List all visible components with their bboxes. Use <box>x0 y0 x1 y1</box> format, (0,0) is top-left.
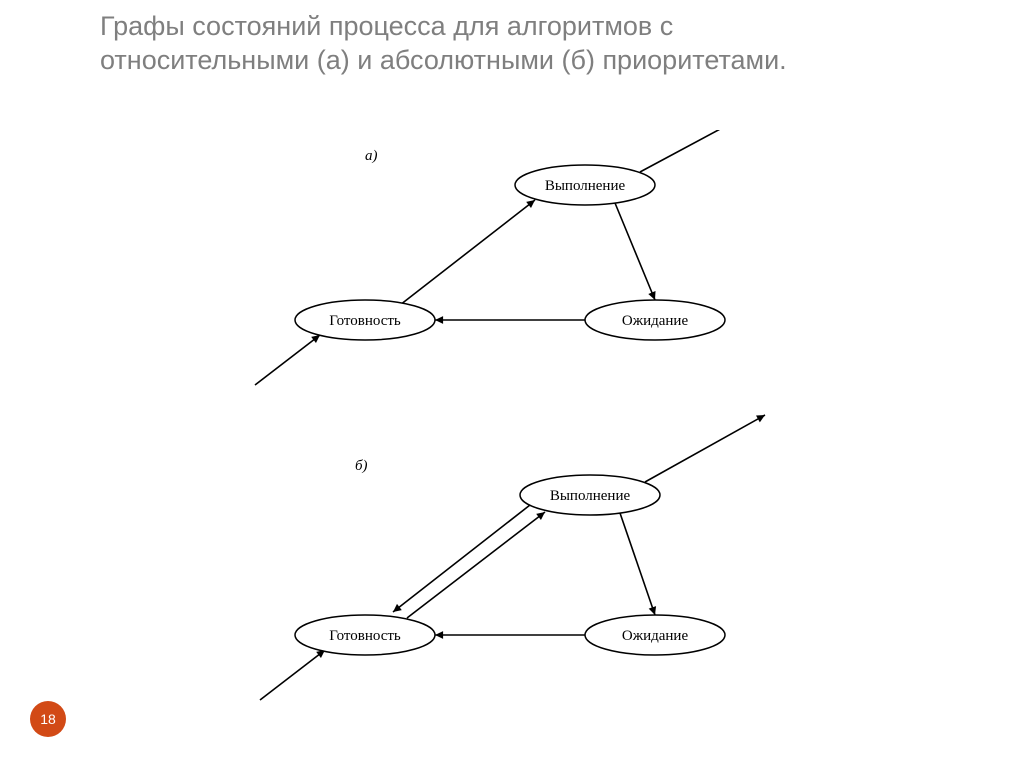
state-node: Ожидание <box>585 300 725 340</box>
state-node-label: Ожидание <box>622 313 689 329</box>
state-graph: б) Выполнение Готовность Ожидание <box>260 415 765 700</box>
state-node-label: Готовность <box>329 313 401 329</box>
state-graph-svg: а) Выполнение Готовность Ожидание б) Выполнен… <box>225 130 815 730</box>
page-number: 18 <box>40 711 56 727</box>
page-number-badge: 18 <box>30 701 66 737</box>
diagram-label: б) <box>355 458 368 474</box>
state-node: Готовность <box>295 615 435 655</box>
state-node: Готовность <box>295 300 435 340</box>
state-node-label: Ожидание <box>622 628 689 644</box>
state-graph: а) Выполнение Готовность Ожидание <box>255 130 765 385</box>
diagram-label: а) <box>365 148 378 164</box>
state-node: Выполнение <box>515 165 655 205</box>
slide-title: Графы состояний процесса для алгоритмов … <box>100 10 860 78</box>
state-node: Выполнение <box>520 475 660 515</box>
state-node-label: Выполнение <box>545 178 626 194</box>
state-node-label: Выполнение <box>550 488 631 504</box>
diagram-area: а) Выполнение Готовность Ожидание б) Выполнен… <box>225 130 815 730</box>
state-node-label: Готовность <box>329 628 401 644</box>
state-node: Ожидание <box>585 615 725 655</box>
